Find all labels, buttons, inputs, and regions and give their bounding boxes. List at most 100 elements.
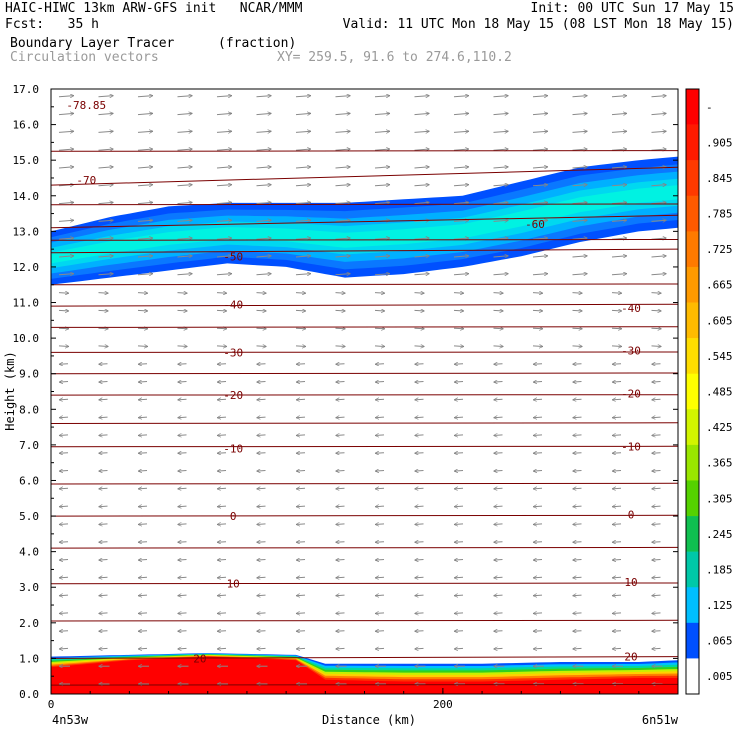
circulation-vector — [296, 382, 306, 383]
circulation-vector — [138, 399, 148, 400]
circulation-vector — [651, 256, 667, 257]
circulation-vector — [374, 256, 390, 257]
circulation-vector — [256, 96, 272, 97]
circulation-vector — [58, 131, 74, 132]
circulation-vector — [216, 96, 232, 97]
circulation-vector — [137, 328, 148, 329]
circulation-vector — [611, 310, 622, 311]
colorbar-segment — [686, 587, 699, 624]
circulation-vector — [335, 293, 346, 294]
circulation-vector — [651, 131, 667, 132]
circulation-vector — [494, 595, 503, 596]
circulation-vector — [59, 435, 69, 436]
circulation-vector — [98, 167, 114, 168]
circulation-vector — [572, 113, 588, 114]
colorbar-label: .425 — [706, 421, 733, 434]
circulation-vector — [651, 293, 662, 294]
circulation-vector — [493, 310, 504, 311]
circulation-vector — [59, 382, 69, 383]
circulation-vector — [612, 595, 622, 596]
colorbar-segment — [686, 444, 699, 481]
circulation-vector — [651, 149, 667, 150]
circulation-vector — [375, 488, 385, 489]
x-tick-label: 0 — [48, 698, 55, 711]
isotherm--70 — [51, 166, 678, 186]
y-tick-label: 11.0 — [13, 297, 40, 310]
circulation-vector — [573, 542, 582, 543]
circulation-vector — [138, 435, 148, 436]
circulation-vector — [178, 364, 187, 365]
circulation-vector — [494, 613, 503, 614]
circulation-vector — [533, 560, 543, 561]
circulation-vector — [59, 524, 69, 525]
colorbar-label: .125 — [706, 599, 733, 612]
circulation-vector — [652, 417, 661, 418]
circulation-vector — [533, 613, 543, 614]
circulation-vector — [414, 238, 430, 239]
circulation-vector — [58, 149, 74, 150]
circulation-vector — [295, 149, 311, 150]
circulation-vector — [295, 328, 306, 329]
circulation-vector — [99, 417, 108, 418]
circulation-vector — [612, 471, 622, 472]
circulation-vector — [652, 453, 661, 454]
circulation-vector — [612, 453, 622, 454]
y-axis-label: Height (km) — [3, 351, 17, 430]
circulation-vector — [257, 613, 266, 614]
circulation-vector — [415, 524, 424, 525]
circulation-vector — [177, 202, 193, 203]
isotherm-0 — [51, 514, 678, 517]
colorbar-label: .005 — [706, 670, 733, 683]
circulation-vector — [98, 131, 114, 132]
y-tick-label: 17.0 — [13, 83, 40, 96]
circulation-vector — [336, 435, 345, 436]
isotherm-label: -20 — [223, 389, 243, 402]
circulation-vector — [256, 220, 272, 221]
circulation-vector — [257, 631, 266, 632]
isotherm--50 — [51, 248, 678, 254]
upper-tracer-band-3 — [51, 178, 678, 269]
circulation-vector — [296, 399, 306, 400]
circulation-vector — [295, 346, 306, 347]
colorbar-segment — [686, 516, 699, 552]
circulation-vector — [58, 238, 74, 239]
circulation-vector — [374, 96, 390, 97]
circulation-vector — [612, 560, 622, 561]
circulation-vector — [177, 167, 193, 168]
isotherm-10 — [51, 582, 678, 585]
isotherm-minor — [51, 619, 678, 622]
circulation-vector — [414, 185, 430, 186]
circulation-vector — [257, 577, 266, 578]
circulation-vector — [296, 435, 306, 436]
circulation-vector — [375, 382, 385, 383]
isotherm-label: -30 — [223, 346, 243, 359]
colorbar-segment — [686, 195, 699, 232]
circulation-vector — [454, 488, 464, 489]
circulation-vector — [217, 595, 227, 596]
circulation-vector — [296, 631, 306, 632]
circulation-vector — [178, 435, 187, 436]
circulation-vector — [59, 417, 69, 418]
circulation-vector — [335, 96, 351, 97]
isotherm-minor — [51, 326, 678, 328]
circulation-vector — [454, 524, 464, 525]
circulation-vector — [454, 542, 464, 543]
circulation-vector — [217, 613, 227, 614]
circulation-vector — [178, 453, 187, 454]
circulation-vector — [573, 506, 582, 507]
circulation-vector — [454, 595, 464, 596]
circulation-vector — [58, 274, 74, 275]
y-tick-label: 12.0 — [13, 261, 40, 274]
circulation-vector — [453, 113, 469, 114]
circulation-vector — [375, 613, 385, 614]
circulation-vector — [296, 364, 306, 365]
isotherm-min-label: -78.85 — [66, 99, 106, 112]
circulation-vector — [257, 542, 266, 543]
circulation-vector — [178, 417, 187, 418]
circulation-vector — [374, 328, 385, 329]
colorbar-label: .605 — [706, 314, 733, 327]
circulation-vector — [651, 274, 667, 275]
circulation-vector — [375, 435, 385, 436]
circulation-vector — [59, 453, 69, 454]
circulation-vector — [295, 96, 311, 97]
